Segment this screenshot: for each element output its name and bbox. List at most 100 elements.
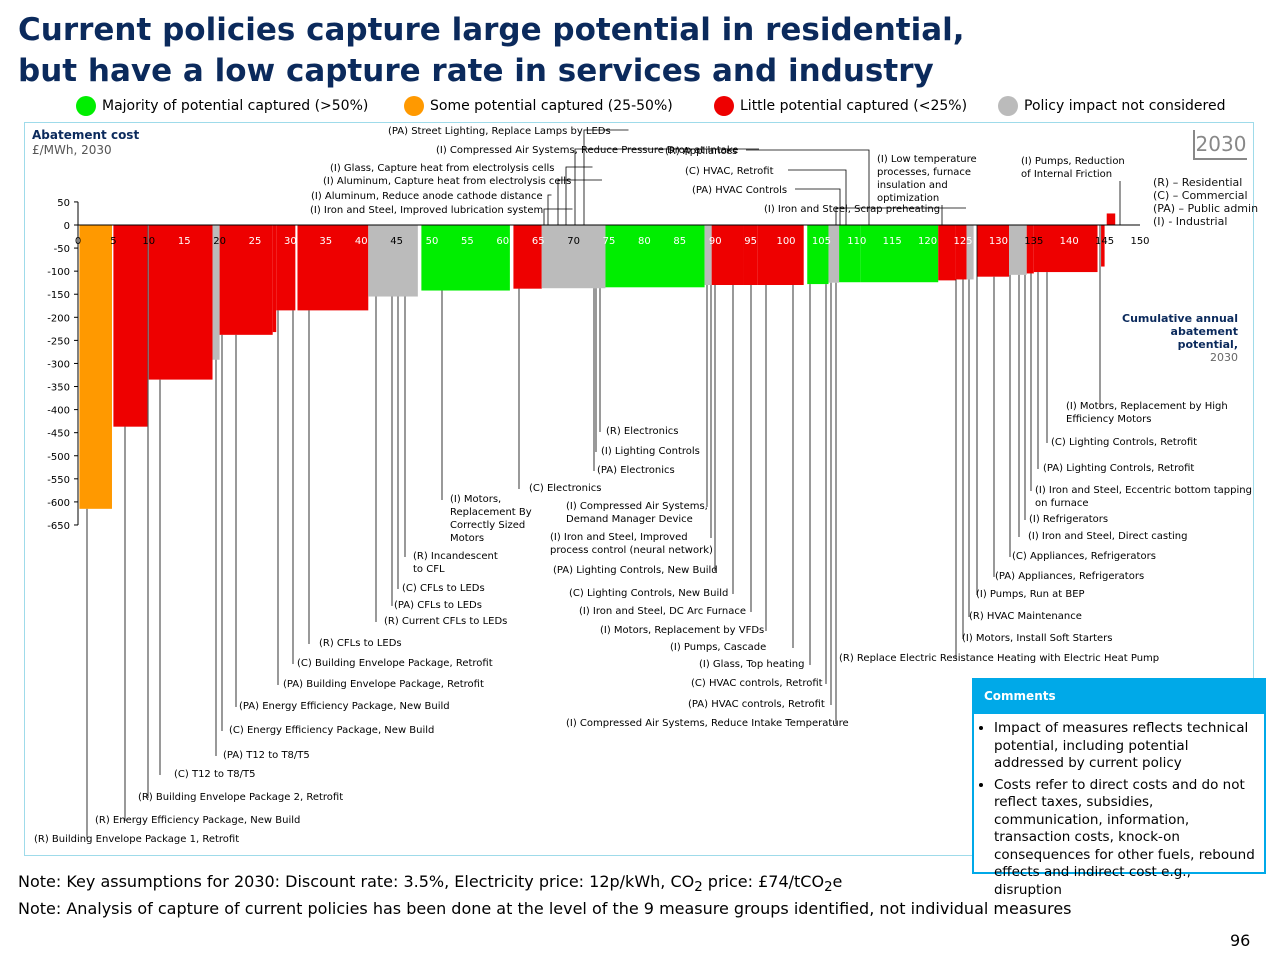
measure-label: (C) Electronics <box>529 483 601 494</box>
measure-label: (R) HVAC Maintenance <box>969 611 1082 622</box>
leader-line <box>835 207 966 225</box>
bar-4 <box>219 225 273 335</box>
bar-18 <box>828 225 840 283</box>
note-analysis: Note: Analysis of capture of current pol… <box>18 899 1072 919</box>
x-tick-label: 110 <box>847 236 866 247</box>
note-subscript: 2 <box>694 880 703 896</box>
leader-line <box>788 169 847 225</box>
measure-label: (R) Current CFLs to LEDs <box>384 616 507 627</box>
measure-label: process control (neural network) <box>550 545 713 556</box>
x-tick-label: 25 <box>249 236 262 247</box>
measure-label: (I) Compressed Air Systems, Reduce Intak… <box>566 718 849 729</box>
comments-heading: Comments <box>974 680 1264 714</box>
page-title-line-1: Current policies capture large potential… <box>18 12 965 48</box>
y-tick-label: -300 <box>47 359 70 370</box>
measure-label: Demand Manager Device <box>566 514 693 525</box>
legend-item-little: Little potential captured (<25%) <box>714 96 967 116</box>
sector-key-public-admin: (PA) – Public admin <box>1153 202 1259 215</box>
legend-item-majority: Majority of potential captured (>50%) <box>76 96 368 116</box>
bar-27 <box>1033 225 1098 273</box>
measure-label: (I) Low temperature <box>877 154 977 165</box>
x-tick-label: 145 <box>1095 236 1114 247</box>
x-tick-label: 5 <box>110 236 116 247</box>
measure-label: (PA) Street Lighting, Replace Lamps by L… <box>388 126 611 137</box>
x-tick-label: 80 <box>638 236 651 247</box>
bar-25 <box>1009 225 1027 275</box>
x-tick-label: 135 <box>1024 236 1043 247</box>
bar-29 <box>1106 213 1116 225</box>
y-tick-label: -350 <box>47 383 70 394</box>
x-tick-label: 100 <box>776 236 795 247</box>
y-axis-label: Abatement cost <box>32 128 140 142</box>
sector-key: (R) – Residential (C) – Commercial (PA) … <box>1153 176 1258 228</box>
measure-label: (PA) Building Envelope Package, Retrofit <box>283 679 484 690</box>
y-tick-label: -250 <box>47 336 70 347</box>
legend-item-not-considered: Policy impact not considered <box>998 96 1226 116</box>
measure-label: Motors <box>450 533 484 544</box>
x-tick-label: 130 <box>989 236 1008 247</box>
x-axis-label: Cumulative annual abatement potential, 2… <box>1120 312 1238 364</box>
measure-label: Efficiency Motors <box>1066 414 1151 425</box>
green-circle-icon <box>76 96 96 116</box>
legend-label: Little potential captured (<25%) <box>740 98 968 114</box>
leader-line <box>543 208 573 225</box>
bar-23 <box>966 225 974 280</box>
measure-label: (I) Lighting Controls <box>601 446 700 457</box>
measure-label: (R) CFLs to LEDs <box>319 638 402 649</box>
measure-label: (R) Appliances <box>665 146 737 157</box>
measure-label: (I) Aluminum, Reduce anode cathode dista… <box>311 191 543 202</box>
measure-label: (I) Compressed Air Systems, Reduce Press… <box>436 145 738 156</box>
measure-label: (I) Iron and Steel, DC Arc Furnace <box>579 606 746 617</box>
legend: Majority of potential captured (>50%) So… <box>0 96 1280 118</box>
comment-item: Costs refer to direct costs and do not r… <box>994 777 1258 900</box>
y-tick-label: 50 <box>57 198 70 209</box>
comments-list: Impact of measures reflects technical po… <box>974 720 1264 899</box>
bar-5 <box>272 225 277 333</box>
note-subscript: 2 <box>824 880 833 896</box>
leader-line <box>557 179 602 225</box>
x-tick-label: 120 <box>918 236 937 247</box>
measure-label: (C) HVAC controls, Retrofit <box>691 678 823 689</box>
measure-label: (C) Appliances, Refrigerators <box>1012 551 1156 562</box>
y-tick-label: -150 <box>47 290 70 301</box>
bar-7 <box>297 225 369 311</box>
measure-label: (C) Lighting Controls, New Build <box>569 588 728 599</box>
x-tick-label: 65 <box>532 236 545 247</box>
chart-frame <box>24 122 1254 856</box>
x-tick-label: 45 <box>390 236 403 247</box>
measure-label: on furnace <box>1035 498 1089 509</box>
bar-11 <box>541 225 606 289</box>
measure-label: (C) CFLs to LEDs <box>402 583 485 594</box>
note-assumptions: Note: Key assumptions for 2030: Discount… <box>18 871 1072 898</box>
y-tick-label: -650 <box>47 521 70 532</box>
sector-key-residential: (R) – Residential <box>1153 176 1243 189</box>
measure-label: (I) Pumps, Run at BEP <box>976 589 1085 600</box>
x-tick-label: 85 <box>673 236 686 247</box>
bar-26 <box>1026 225 1034 274</box>
x-tick-label: 20 <box>213 236 226 247</box>
measure-label: (R) Building Envelope Package 1, Retrofi… <box>34 834 239 845</box>
measure-label: (PA) Lighting Controls, Retrofit <box>1043 463 1194 474</box>
y-tick-label: -550 <box>47 475 70 486</box>
measure-label: (I) Compressed Air Systems, <box>566 501 708 512</box>
x-tick-label: 15 <box>178 236 191 247</box>
measure-label: to CFL <box>413 564 445 575</box>
measure-label: (PA) T12 to T8/T5 <box>223 750 310 761</box>
measure-label: (C) T12 to T8/T5 <box>174 769 256 780</box>
x-tick-label: 70 <box>567 236 580 247</box>
bar-9 <box>421 225 510 291</box>
comments-box: Comments Impact of measures reflects tec… <box>972 678 1266 898</box>
measure-label: (I) Motors, Replacement by High <box>1066 401 1228 412</box>
y-tick-label: -50 <box>54 244 70 255</box>
x-tick-label: 10 <box>142 236 155 247</box>
y-tick-label: -200 <box>47 313 70 324</box>
y-tick-label: -450 <box>47 429 70 440</box>
y-tick-label: -600 <box>47 498 70 509</box>
legend-label: Majority of potential captured (>50%) <box>102 98 369 114</box>
leader-line <box>583 129 629 225</box>
x-axis-label-year: 2030 <box>1210 351 1238 364</box>
year-badge: 2030 <box>1193 130 1247 160</box>
x-axis-label-text: Cumulative annual abatement potential, <box>1122 312 1238 351</box>
measure-label: (I) Iron and Steel, Improved lubrication… <box>310 205 543 216</box>
legend-item-some: Some potential captured (25-50%) <box>404 96 673 116</box>
